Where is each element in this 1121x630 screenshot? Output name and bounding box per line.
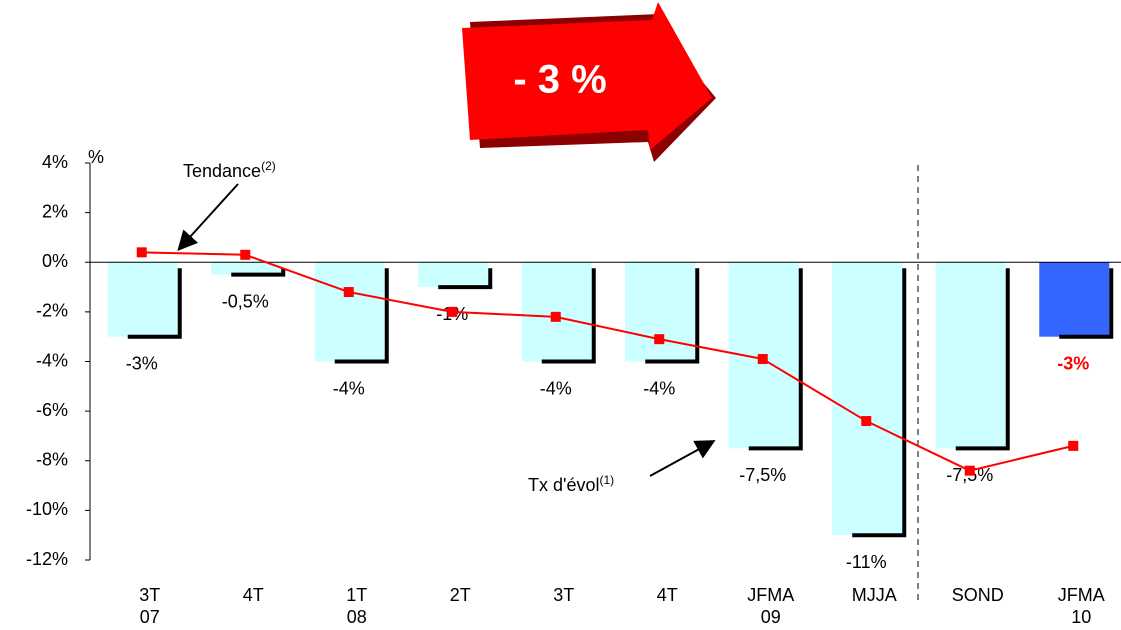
trend-point	[757, 354, 768, 365]
x-tick-label: SOND	[951, 585, 1004, 605]
y-tick-label: -2%	[36, 301, 68, 321]
bar	[832, 262, 903, 536]
value-label: -4%	[643, 378, 675, 398]
trend-point	[654, 334, 665, 345]
annotation: Tendance(2)	[183, 159, 276, 181]
bar	[314, 262, 385, 362]
x-tick-label: JFMA 09	[747, 585, 795, 627]
bar-shadow	[127, 268, 182, 339]
value-label: -3%	[1057, 353, 1089, 373]
banner-text: - 3 %	[513, 58, 606, 102]
trend-point	[136, 247, 147, 258]
x-tick-label: 4T	[242, 585, 264, 605]
trend-point	[240, 249, 251, 260]
y-tick-label: -10%	[26, 499, 68, 519]
y-tick-label: -8%	[36, 450, 68, 470]
y-tick-label: -6%	[36, 400, 68, 420]
y-tick-label: -12%	[26, 549, 68, 569]
trend-point	[447, 306, 458, 317]
value-label: -7,5%	[739, 465, 786, 485]
bar-shadow	[541, 268, 596, 364]
x-tick-label: 4T	[656, 585, 678, 605]
pointer	[649, 440, 716, 477]
bar-shadow	[748, 268, 803, 451]
value-label: -0,5%	[222, 291, 269, 311]
bar	[418, 262, 489, 288]
trend-point	[964, 465, 975, 476]
x-tick-label: MJJA	[851, 585, 897, 605]
pointer	[177, 183, 239, 251]
bar-shadow	[1059, 268, 1114, 339]
banner-arrow: - 3 %	[462, 2, 716, 162]
trend-point	[861, 416, 872, 427]
y-tick-label: 4%	[42, 152, 68, 172]
trend-point	[343, 287, 354, 298]
bar-shadow	[231, 268, 286, 277]
trend-line	[141, 251, 1074, 472]
x-tick-label: 3T	[553, 585, 575, 605]
y-tick-label: 0%	[42, 251, 68, 271]
trend-point	[550, 311, 561, 322]
x-tick-label: 2T	[449, 585, 471, 605]
bar	[625, 262, 696, 362]
value-label: -4%	[333, 378, 365, 398]
y-tick-label: -4%	[36, 350, 68, 370]
x-tick-label: 3T 07	[139, 585, 161, 627]
bar	[107, 262, 178, 337]
y-tick-label: 2%	[42, 201, 68, 221]
y-unit: %	[88, 147, 104, 167]
bar-shadow	[438, 268, 493, 290]
bar	[935, 262, 1006, 449]
annotation: Tx d'évol(1)	[528, 473, 614, 495]
x-tick-label: JFMA 10	[1057, 585, 1105, 627]
value-label: -11%	[846, 552, 887, 572]
bar-shadow	[955, 268, 1010, 451]
trend-point	[1068, 440, 1079, 451]
bar-shadow	[645, 268, 700, 364]
x-tick-label: 1T 08	[346, 585, 368, 627]
bar-shadow	[852, 268, 907, 538]
bar	[1039, 262, 1110, 337]
bar	[211, 262, 282, 275]
value-label: -3%	[126, 353, 158, 373]
value-label: -4%	[540, 378, 572, 398]
